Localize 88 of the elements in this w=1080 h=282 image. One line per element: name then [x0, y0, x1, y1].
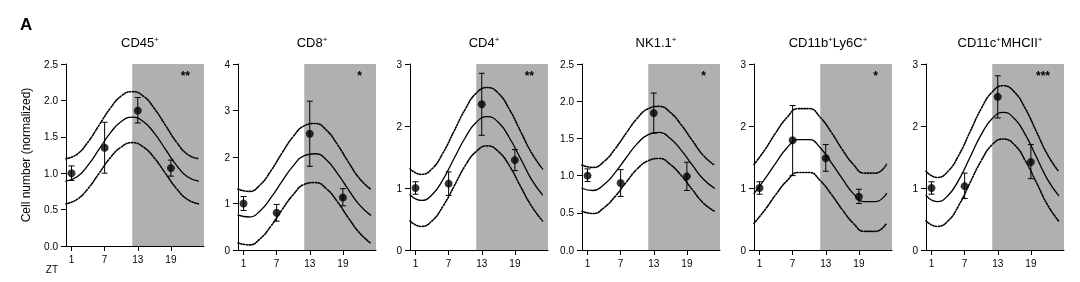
x-tick-label: 1: [928, 257, 935, 269]
x-tick-label: 19: [509, 257, 521, 269]
y-tick-label: 2.5: [44, 58, 59, 70]
y-tick-label: 2: [740, 120, 747, 132]
chart-title: CD45+: [121, 34, 160, 50]
x-tick-label: 1: [756, 257, 763, 269]
chart-title: CD4+: [468, 34, 500, 50]
x-tick-label: 13: [476, 257, 488, 269]
y-tick-label: 2.5: [560, 58, 575, 70]
y-tick-label: 1: [740, 182, 747, 194]
x-tick-label: 19: [853, 257, 865, 269]
y-tick-label: 1: [224, 198, 231, 209]
x-tick-label: 13: [648, 257, 660, 269]
point: [616, 179, 625, 188]
y-tick-label: 0: [396, 244, 403, 256]
x-tick-label: 7: [101, 253, 108, 265]
point: [854, 192, 863, 201]
y-tick-label: 2: [912, 120, 919, 132]
y-tick-label: 1: [912, 182, 919, 194]
x-tick-label: 7: [445, 257, 452, 269]
x-tick-label: 19: [337, 257, 349, 269]
point: [993, 92, 1002, 101]
annotation: **: [524, 69, 535, 83]
chart-title: CD11c+MHCII+: [957, 34, 1043, 50]
point: [239, 199, 248, 208]
text: A: [20, 15, 33, 34]
y-tick-label: 1.5: [560, 132, 575, 144]
point: [583, 171, 592, 180]
point: [649, 109, 658, 118]
x-tick-label: 19: [1025, 257, 1037, 269]
x-tick-label: 1: [68, 253, 75, 265]
point: [272, 208, 281, 217]
x-tick-label: 7: [961, 257, 968, 269]
x-tick-label: 1: [584, 257, 591, 269]
x-tick-label: 1: [240, 257, 247, 269]
point: [477, 100, 486, 109]
point: [821, 154, 830, 163]
y-tick-label: 0.0: [560, 244, 575, 256]
y-axis-title: Cell number (normalized): [19, 87, 33, 223]
y-tick-label: 0: [740, 244, 747, 256]
y-tick-label: 0.5: [44, 204, 59, 216]
x-tick-label: 13: [820, 257, 832, 269]
y-tick-label: 3: [224, 105, 231, 116]
y-tick-label: 1.0: [44, 167, 59, 179]
y-tick-label: 3: [740, 58, 747, 70]
x-tick-label: 13: [992, 257, 1004, 269]
annotation: ***: [1035, 69, 1051, 83]
y-tick-label: 0: [224, 244, 231, 256]
x-axis-title: ZT: [45, 263, 58, 275]
y-tick-label: 0.5: [560, 207, 575, 219]
y-tick-label: 2: [396, 120, 403, 132]
point: [510, 156, 519, 165]
y-tick-label: 0.0: [44, 240, 59, 252]
x-tick-label: 7: [617, 257, 624, 269]
chart-title: NK1.1+: [635, 34, 677, 50]
point: [444, 179, 453, 188]
x-tick-label: 7: [273, 257, 280, 269]
y-tick-label: 1: [396, 182, 403, 194]
annotation: *: [357, 69, 363, 83]
y-tick-label: 1.5: [44, 131, 59, 143]
chart-title: CD8+: [296, 34, 328, 50]
point: [305, 129, 314, 138]
x-tick-label: 1: [412, 257, 419, 269]
annotation: *: [873, 69, 879, 83]
x-tick-label: 19: [681, 257, 693, 269]
y-tick-label: 1.0: [560, 170, 575, 182]
annotation: *: [701, 69, 707, 83]
point: [1026, 157, 1035, 166]
point: [133, 106, 142, 115]
y-tick-label: 0: [912, 244, 919, 256]
y-tick-label: 3: [396, 58, 403, 70]
chart-title: CD11b+Ly6C+: [788, 34, 868, 50]
point: [100, 143, 109, 152]
point: [166, 164, 175, 173]
x-tick-label: 13: [132, 253, 144, 265]
x-tick-label: 13: [304, 257, 316, 269]
point: [960, 182, 969, 191]
y-tick-label: 4: [224, 58, 231, 70]
annotation: **: [180, 69, 191, 83]
point: [682, 172, 691, 181]
y-tick-label: 3: [912, 58, 919, 70]
x-tick-label: 19: [165, 253, 177, 265]
y-tick-label: 2.0: [560, 95, 575, 107]
y-tick-label: 2.0: [44, 94, 59, 106]
y-tick-label: 2: [224, 151, 231, 163]
point: [788, 136, 797, 145]
x-tick-label: 7: [789, 257, 796, 269]
point: [338, 193, 347, 202]
